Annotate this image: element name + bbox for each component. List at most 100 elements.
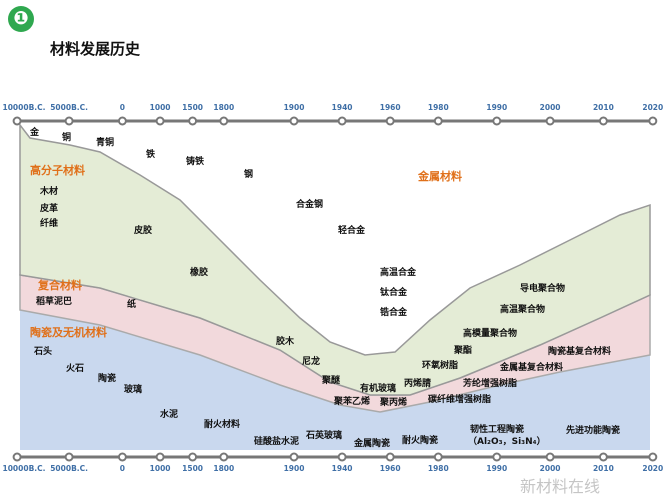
category-polymer: 高分子材料 <box>30 164 85 177</box>
timeline-tick-label: 10000B.C. <box>2 464 46 473</box>
material-label: 高温聚合物 <box>500 305 546 315</box>
material-label: 聚苯乙烯 <box>334 397 371 407</box>
timeline-marker <box>117 116 127 126</box>
timeline-tick-label: 1800 <box>213 464 235 473</box>
category-metal: 金属材料 <box>418 170 462 183</box>
material-label: 橡胶 <box>190 268 209 278</box>
category-composite: 复合材料 <box>38 279 82 292</box>
material-label: （Al₂O₃，Si₃N₄） <box>468 437 546 447</box>
material-label: 金属基复合材料 <box>500 363 564 373</box>
timeline-marker <box>12 452 22 462</box>
timeline-marker <box>385 116 395 126</box>
polymer-region <box>19 122 651 396</box>
timeline-tick-label: 1960 <box>379 464 401 473</box>
timeline-tick-label: 0 <box>119 464 125 473</box>
material-label: 青铜 <box>96 138 115 148</box>
material-label: 聚酯 <box>454 346 473 356</box>
material-label: 环氧树脂 <box>422 361 459 371</box>
material-label: 水泥 <box>160 410 179 420</box>
timeline-marker <box>188 116 198 126</box>
material-label: 铁 <box>146 150 156 160</box>
material-label: 石英玻璃 <box>306 431 343 441</box>
material-label: 有机玻璃 <box>360 384 397 394</box>
material-label: 丙烯腈 <box>404 379 432 389</box>
timeline-tick-label: 2020 <box>642 103 664 112</box>
timeline-tick-label: 2000 <box>539 103 561 112</box>
material-label: 皮革 <box>40 204 59 214</box>
timeline-tick-label: 10000B.C. <box>2 103 46 112</box>
material-label: 铜 <box>62 133 72 143</box>
category-ceramic: 陶瓷及无机材料 <box>30 326 107 339</box>
timeline-marker <box>598 452 608 462</box>
timeline-marker <box>433 116 443 126</box>
timeline-tick-label: 1500 <box>182 103 204 112</box>
material-label: 耐火材料 <box>204 420 241 430</box>
material-label: 钛合金 <box>380 288 408 298</box>
material-label: 玻璃 <box>124 385 143 395</box>
timeline-tick-label: 2020 <box>642 464 664 473</box>
material-label: 金属陶瓷 <box>354 439 391 449</box>
timeline-marker <box>289 116 299 126</box>
timeline-tick-label: 1900 <box>283 103 305 112</box>
timeline-marker <box>337 452 347 462</box>
timeline-marker <box>337 116 347 126</box>
timeline-marker <box>155 116 165 126</box>
timeline-tick-label: 2010 <box>592 103 614 112</box>
ceramic-region <box>20 310 650 450</box>
timeline-marker <box>117 452 127 462</box>
timeline-tick-label: 5000B.C. <box>50 103 88 112</box>
timeline-marker <box>219 452 229 462</box>
timeline-tick-label: 1940 <box>331 103 353 112</box>
material-label: 金 <box>30 128 40 138</box>
material-label: 高温合金 <box>380 268 417 278</box>
timeline-marker <box>155 452 165 462</box>
timeline-marker <box>219 116 229 126</box>
material-label: 铸铁 <box>186 157 205 167</box>
material-label: 纤维 <box>40 219 59 229</box>
timeline-tick-label: 1000 <box>149 464 171 473</box>
timeline-tick-label: 1990 <box>486 103 508 112</box>
timeline-tick-label: 1800 <box>213 103 235 112</box>
material-label: 陶瓷 <box>98 374 117 384</box>
timeline-tick-label: 1900 <box>283 464 305 473</box>
material-label: 合金钢 <box>296 200 324 210</box>
timeline-marker <box>492 116 502 126</box>
timeline-tick-label: 1940 <box>331 464 353 473</box>
material-label: 导电聚合物 <box>520 284 566 294</box>
material-label: 耐火陶瓷 <box>402 436 439 446</box>
material-label: 木材 <box>40 187 59 197</box>
timeline-marker <box>545 116 555 126</box>
material-label: 芳纶增强树脂 <box>463 379 518 389</box>
material-label: 稻草泥巴 <box>36 297 73 307</box>
timeline-marker <box>598 116 608 126</box>
material-label: 韧性工程陶瓷 <box>470 425 525 435</box>
material-label: 聚丙烯 <box>380 398 408 408</box>
timeline-tick-label: 1960 <box>379 103 401 112</box>
timeline-marker <box>545 452 555 462</box>
material-label: 钢 <box>244 170 254 180</box>
material-label: 纸 <box>127 300 137 310</box>
material-label: 硅酸盐水泥 <box>254 437 300 447</box>
step-number-badge: ❶ <box>8 6 34 32</box>
timeline-marker <box>648 452 658 462</box>
timeline-tick-label: 1990 <box>486 464 508 473</box>
material-label: 碳纤维增强树脂 <box>428 395 492 405</box>
material-label: 轻合金 <box>338 226 366 236</box>
material-label: 聚醚 <box>322 376 341 386</box>
timeline-tick-label: 2010 <box>592 464 614 473</box>
timeline-tick-label: 1980 <box>427 464 449 473</box>
timeline-tick-label: 5000B.C. <box>50 464 88 473</box>
timeline-marker <box>12 116 22 126</box>
timeline-marker <box>64 452 74 462</box>
timeline-marker <box>289 452 299 462</box>
material-label: 锆合金 <box>380 308 408 318</box>
material-label: 尼龙 <box>302 357 321 367</box>
timeline-marker <box>385 452 395 462</box>
watermark: 新材料在线 <box>520 477 601 496</box>
material-label: 皮胶 <box>134 226 153 236</box>
material-label: 高模量聚合物 <box>463 329 518 339</box>
material-label: 胶木 <box>276 337 295 347</box>
timeline-tick-label: 2000 <box>539 464 561 473</box>
timeline-marker <box>492 452 502 462</box>
page-title: 材料发展历史 <box>50 40 141 58</box>
